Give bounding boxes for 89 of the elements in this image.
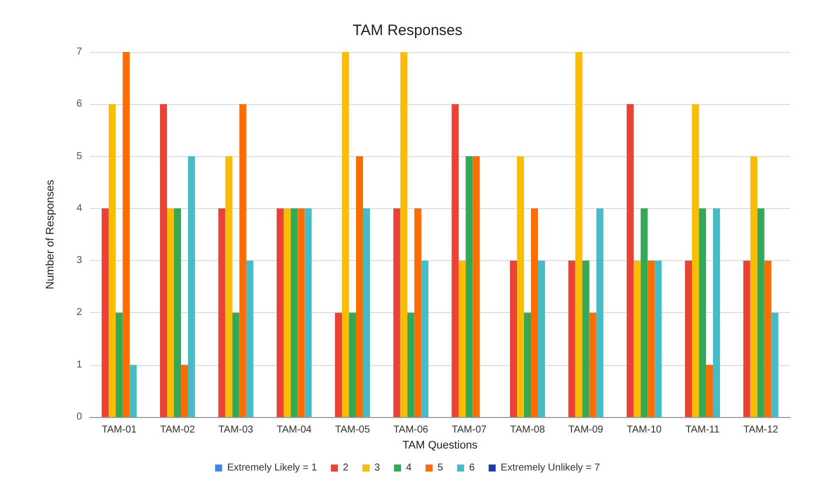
x-tick-label: TAM-04 [276, 424, 312, 436]
bar [568, 260, 576, 417]
y-tick-label: 1 [76, 359, 82, 370]
bar [517, 156, 524, 417]
y-tick-label: 4 [76, 202, 82, 214]
legend-label: 2 [342, 462, 349, 474]
bar [276, 208, 284, 417]
bar [290, 208, 298, 417]
bar [771, 312, 778, 417]
bar [626, 104, 634, 417]
bar [510, 260, 517, 417]
bar [706, 364, 713, 417]
x-tick-label: TAM-10 [626, 424, 662, 436]
bar [648, 260, 655, 417]
chart-title: TAM Responses [352, 22, 462, 39]
x-tick-label: TAM-03 [218, 424, 254, 436]
bar [458, 260, 466, 417]
bar [239, 104, 246, 417]
bar [167, 208, 174, 417]
x-tick-label: TAM-01 [102, 424, 138, 436]
bar [531, 208, 538, 417]
y-axis-title: Number of Responses [44, 179, 56, 290]
bar [692, 104, 699, 417]
bar [575, 52, 582, 417]
y-tick-label: 7 [76, 46, 82, 58]
y-tick-label: 3 [76, 255, 82, 266]
bar [102, 208, 109, 417]
legend-label: Extremely Likely = 1 [227, 462, 318, 474]
bar [750, 156, 758, 417]
bar [538, 260, 545, 417]
bar [764, 260, 772, 417]
bar [284, 208, 291, 417]
bar [414, 208, 422, 417]
bar [743, 260, 750, 417]
bar [589, 312, 596, 417]
y-tick-label: 5 [76, 150, 82, 162]
bar [122, 52, 130, 417]
bar [407, 312, 414, 417]
bar [160, 104, 167, 417]
x-tick-label: TAM-07 [452, 424, 488, 436]
bar [363, 208, 370, 417]
bar [232, 312, 240, 417]
x-tick-label: TAM-12 [743, 424, 779, 436]
bar [181, 364, 188, 417]
bar [757, 208, 764, 417]
bar [524, 312, 531, 417]
x-tick-label: TAM-08 [510, 424, 546, 436]
bar [582, 260, 590, 417]
bar [452, 104, 459, 417]
x-axis-title: TAM Questions [402, 439, 478, 452]
bar [298, 208, 305, 417]
bar [349, 312, 356, 417]
bar [634, 260, 641, 417]
x-tick-label: TAM-09 [568, 424, 604, 436]
bar [699, 208, 706, 417]
y-tick-label: 0 [76, 412, 82, 422]
y-tick-label: 6 [76, 98, 82, 110]
legend-label: 5 [438, 462, 444, 474]
bar [356, 156, 363, 417]
x-tick-label: TAM-11 [685, 424, 720, 436]
bar [246, 260, 254, 417]
bar [421, 260, 428, 417]
bar [218, 208, 226, 417]
bar [335, 312, 342, 417]
bar [304, 208, 312, 417]
bar [116, 312, 123, 417]
bar [342, 52, 349, 417]
bar [393, 208, 400, 417]
bar [713, 208, 720, 417]
bar [225, 156, 232, 417]
legend-label: 6 [469, 462, 476, 474]
y-tick-label: 2 [76, 307, 82, 318]
x-tick-label: TAM-02 [160, 424, 196, 436]
bar [685, 260, 692, 417]
x-tick-label: TAM-06 [393, 424, 429, 436]
x-tick-label: TAM-05 [335, 424, 370, 436]
legend-label: 3 [374, 462, 380, 474]
bar [188, 156, 195, 417]
legend-label: Extremely Unlikely = 7 [500, 462, 600, 474]
legend-label: 4 [406, 462, 412, 474]
bar [130, 364, 137, 417]
bar [472, 156, 480, 417]
bar [400, 52, 408, 417]
bar [654, 260, 662, 417]
bar [596, 208, 604, 417]
bar [640, 208, 648, 417]
bar [108, 104, 116, 417]
bar [174, 208, 181, 417]
bar [466, 156, 473, 417]
